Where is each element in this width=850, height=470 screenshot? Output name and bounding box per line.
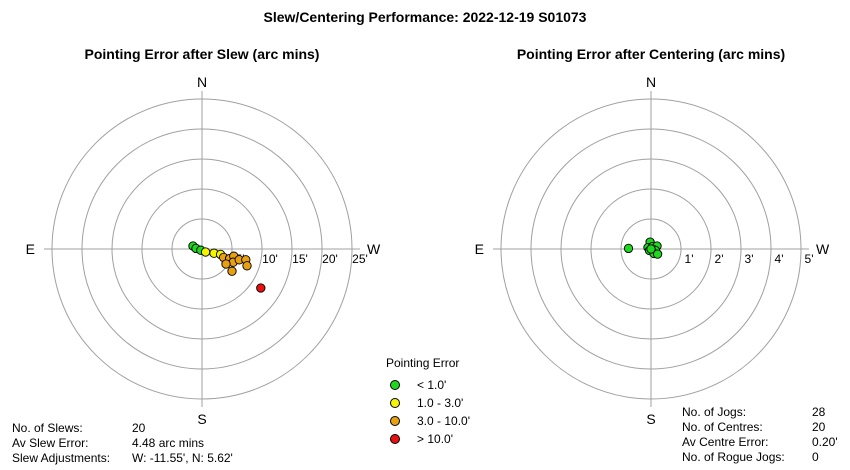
centre-ring-label: 4' — [775, 252, 784, 266]
centre-label-south: S — [646, 411, 655, 427]
slew-point — [256, 283, 266, 293]
legend-swatch-yellow — [390, 398, 400, 408]
centre-stat-label: No. of Rogue Jogs: — [682, 450, 785, 464]
centre-point — [623, 243, 634, 254]
slew-stat-label: Av Slew Error: — [12, 436, 89, 450]
slew-ring-label: 10' — [262, 252, 278, 266]
legend-entry-green: < 1.0' — [386, 378, 459, 396]
centre-point — [646, 244, 656, 254]
main-title: Slew/Centering Performance: 2022-12-19 S… — [263, 9, 587, 25]
slew-point — [242, 261, 252, 271]
centre-ring-label: 2' — [715, 252, 724, 266]
centre-ring-label: 1' — [685, 252, 694, 266]
centre-stat-label: Av Centre Error: — [682, 435, 769, 449]
centre-chart-title: Pointing Error after Centering (arc mins… — [517, 46, 785, 62]
legend-label-red: > 10.0' — [417, 432, 453, 446]
legend-swatch-green — [390, 380, 400, 390]
centre-stat-label: No. of Centres: — [682, 420, 763, 434]
centre-label-north: N — [646, 74, 656, 90]
slew-ring-label: 20' — [322, 252, 338, 266]
centre-stat-value: 20 — [812, 420, 826, 434]
legend-entry-red: > 10.0' — [386, 432, 459, 450]
centre-label-east: E — [475, 241, 484, 257]
legend-label-yellow: 1.0 - 3.0' — [417, 396, 464, 410]
slew-ring-label: 25' — [352, 252, 368, 266]
legend-label-orange: 3.0 - 10.0' — [417, 414, 470, 428]
slew-stat-value: W: -11.55', N: 5.62' — [132, 451, 233, 465]
slew-point — [200, 247, 211, 257]
slew-label-north: N — [197, 74, 207, 90]
slew-point — [227, 266, 237, 276]
slew-stat-label: No. of Slews: — [12, 421, 83, 435]
slew-stat-value: 20 — [132, 421, 146, 435]
centre-ring-label: 5' — [805, 252, 814, 266]
slew-chart-title: Pointing Error after Slew (arc mins) — [85, 46, 320, 62]
slew-stat-label: Slew Adjustments: — [12, 451, 111, 465]
slew-point — [221, 259, 231, 269]
legend-entry-orange: 3.0 - 10.0' — [386, 414, 470, 432]
slew-label-south: S — [197, 411, 206, 427]
legend-entry-yellow: 1.0 - 3.0' — [386, 396, 463, 414]
legend-title: Pointing Error — [386, 356, 460, 370]
centre-stat-value: 28 — [812, 405, 826, 419]
centre-ring-label: 3' — [745, 252, 754, 266]
centre-stat-label: No. of Jogs: — [682, 405, 747, 419]
centre-stat-value: 0 — [812, 450, 819, 464]
legend-swatch-red — [390, 434, 400, 444]
slew-stat-value: 4.48 arc mins — [132, 436, 205, 450]
centre-stat-value: 0.20' — [812, 435, 838, 449]
legend-label-green: < 1.0' — [417, 378, 447, 392]
slew-label-east: E — [26, 241, 35, 257]
legend: Pointing Error < 1.0' 1.0 - 3.0' 3.0 - 1… — [386, 356, 470, 450]
slew-label-west: W — [367, 241, 381, 257]
slew-ring-label: 15' — [292, 252, 308, 266]
legend-swatch-orange — [390, 416, 400, 426]
centre-point — [652, 249, 663, 259]
centre-label-west: W — [816, 241, 830, 257]
